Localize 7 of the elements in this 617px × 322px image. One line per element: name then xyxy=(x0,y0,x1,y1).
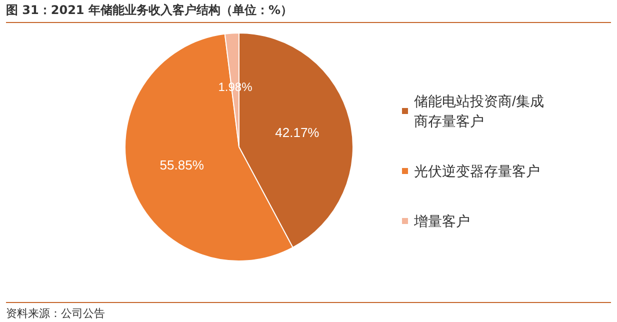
legend-label: 储能电站投资商/集成商存量客户 xyxy=(414,93,544,129)
data-label: 42.17% xyxy=(275,124,320,140)
chart-title: 图 31：2021 年储能业务收入客户结构（单位：%） xyxy=(6,2,611,23)
legend-label: 光伏逆变器存量客户 xyxy=(414,163,540,179)
data-label: 55.85% xyxy=(160,158,204,173)
text: 资料来源：公司公告 xyxy=(6,302,611,321)
legend-label: 增量客户 xyxy=(413,213,470,229)
